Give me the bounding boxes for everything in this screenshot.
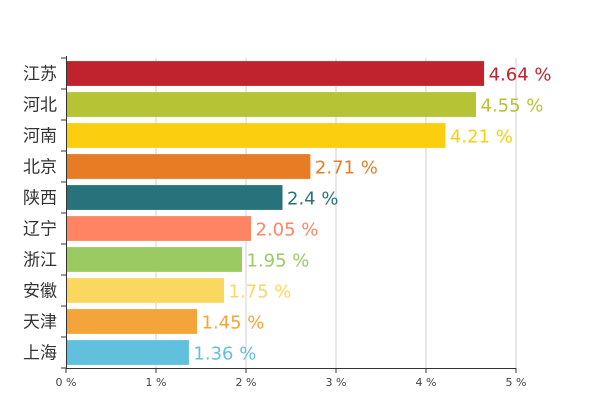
x-tick-label: 4 % (416, 376, 437, 389)
value-label: 2.05 % (256, 220, 319, 241)
category-label: 北京 (23, 158, 57, 178)
bar-5[interactable] (66, 216, 252, 241)
bar-1[interactable] (66, 92, 477, 117)
axis-layer (61, 56, 517, 373)
bar-0[interactable] (66, 61, 485, 86)
value-label: 4.21 % (450, 127, 513, 148)
category-label: 陕西 (23, 189, 57, 209)
bar-7[interactable] (66, 278, 225, 303)
value-label: 2.4 % (287, 189, 338, 210)
x-tick-label: 1 % (146, 376, 167, 389)
x-tick-label: 0 % (56, 376, 77, 389)
x-tick-label: 5 % (506, 376, 527, 389)
x-tick-label: 2 % (236, 376, 257, 389)
value-label: 1.95 % (247, 251, 310, 272)
category-label: 上海 (23, 344, 57, 364)
category-label: 辽宁 (23, 220, 57, 240)
bar-3[interactable] (66, 154, 311, 179)
category-label: 江苏 (23, 65, 57, 85)
x-tick-label: 3 % (326, 376, 347, 389)
value-label: 1.45 % (202, 313, 265, 334)
bar-6[interactable] (66, 247, 243, 272)
category-label: 安徽 (23, 282, 57, 302)
category-label: 河南 (23, 127, 57, 147)
category-label: 浙江 (23, 251, 57, 271)
value-label: 4.55 % (481, 96, 544, 117)
bar-2[interactable] (66, 123, 446, 148)
value-label: 1.36 % (193, 344, 256, 365)
value-label: 4.64 % (489, 65, 552, 86)
bar-layer (66, 61, 485, 365)
category-label: 河北 (23, 96, 57, 116)
bar-8[interactable] (66, 309, 198, 334)
category-label: 天津 (23, 313, 57, 333)
value-label: 1.75 % (229, 282, 292, 303)
bar-9[interactable] (66, 340, 189, 365)
bar-4[interactable] (66, 185, 283, 210)
value-label: 2.71 % (315, 158, 378, 179)
